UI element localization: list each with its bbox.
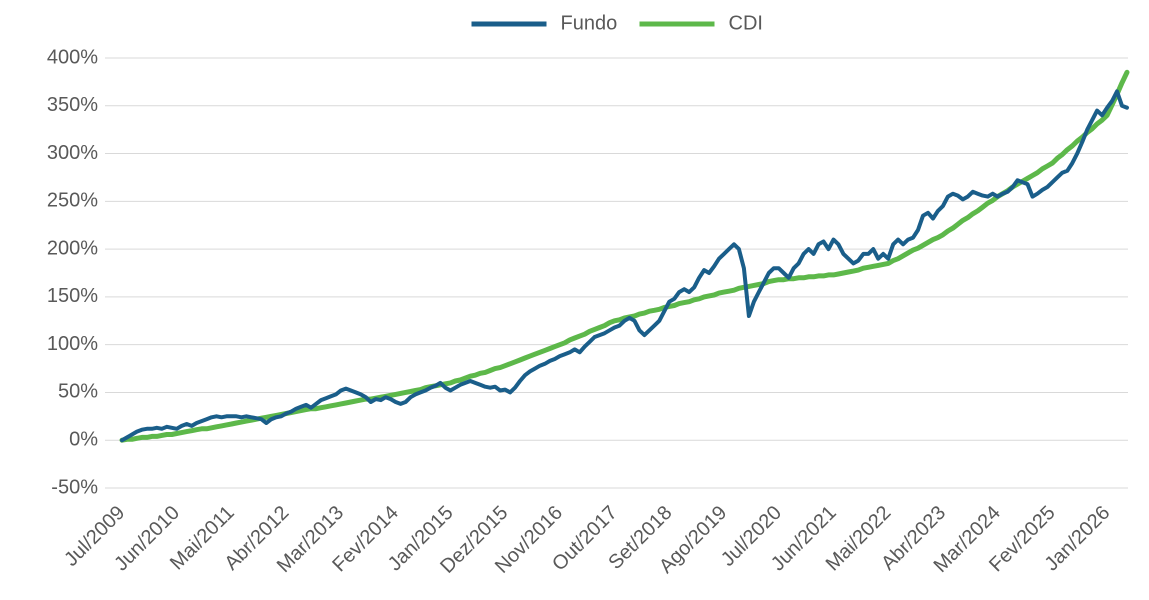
y-tick-label: 200% [47,237,98,259]
y-tick-label: 100% [47,333,98,355]
y-tick-label: 400% [47,46,98,68]
series-line [119,69,1130,443]
legend-label: CDI [729,12,763,34]
y-tick-label: 250% [47,190,98,212]
y-tick-label: 150% [47,285,98,307]
y-tick-label: -50% [51,476,98,498]
series-line [120,89,1129,443]
y-tick-label: 50% [58,381,98,403]
y-tick-label: 350% [47,94,98,116]
legend-label: Fundo [561,12,618,34]
y-tick-label: 0% [69,429,98,451]
y-tick-label: 300% [47,142,98,164]
